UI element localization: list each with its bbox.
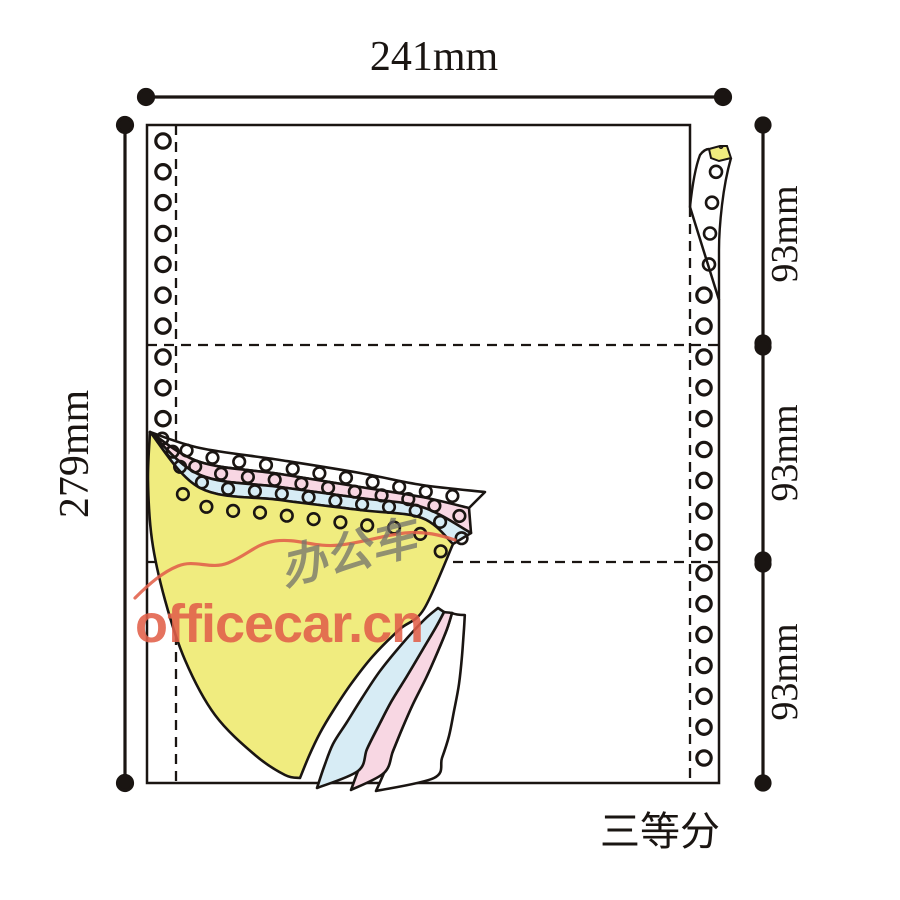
svg-text:93mm: 93mm [764,185,806,282]
svg-text:241mm: 241mm [370,34,499,80]
svg-text:三等分: 三等分 [600,809,720,854]
svg-text:279mm: 279mm [52,390,98,519]
svg-text:93mm: 93mm [764,404,806,501]
svg-text:93mm: 93mm [764,623,806,720]
svg-text:officecar.cn: officecar.cn [135,594,423,654]
